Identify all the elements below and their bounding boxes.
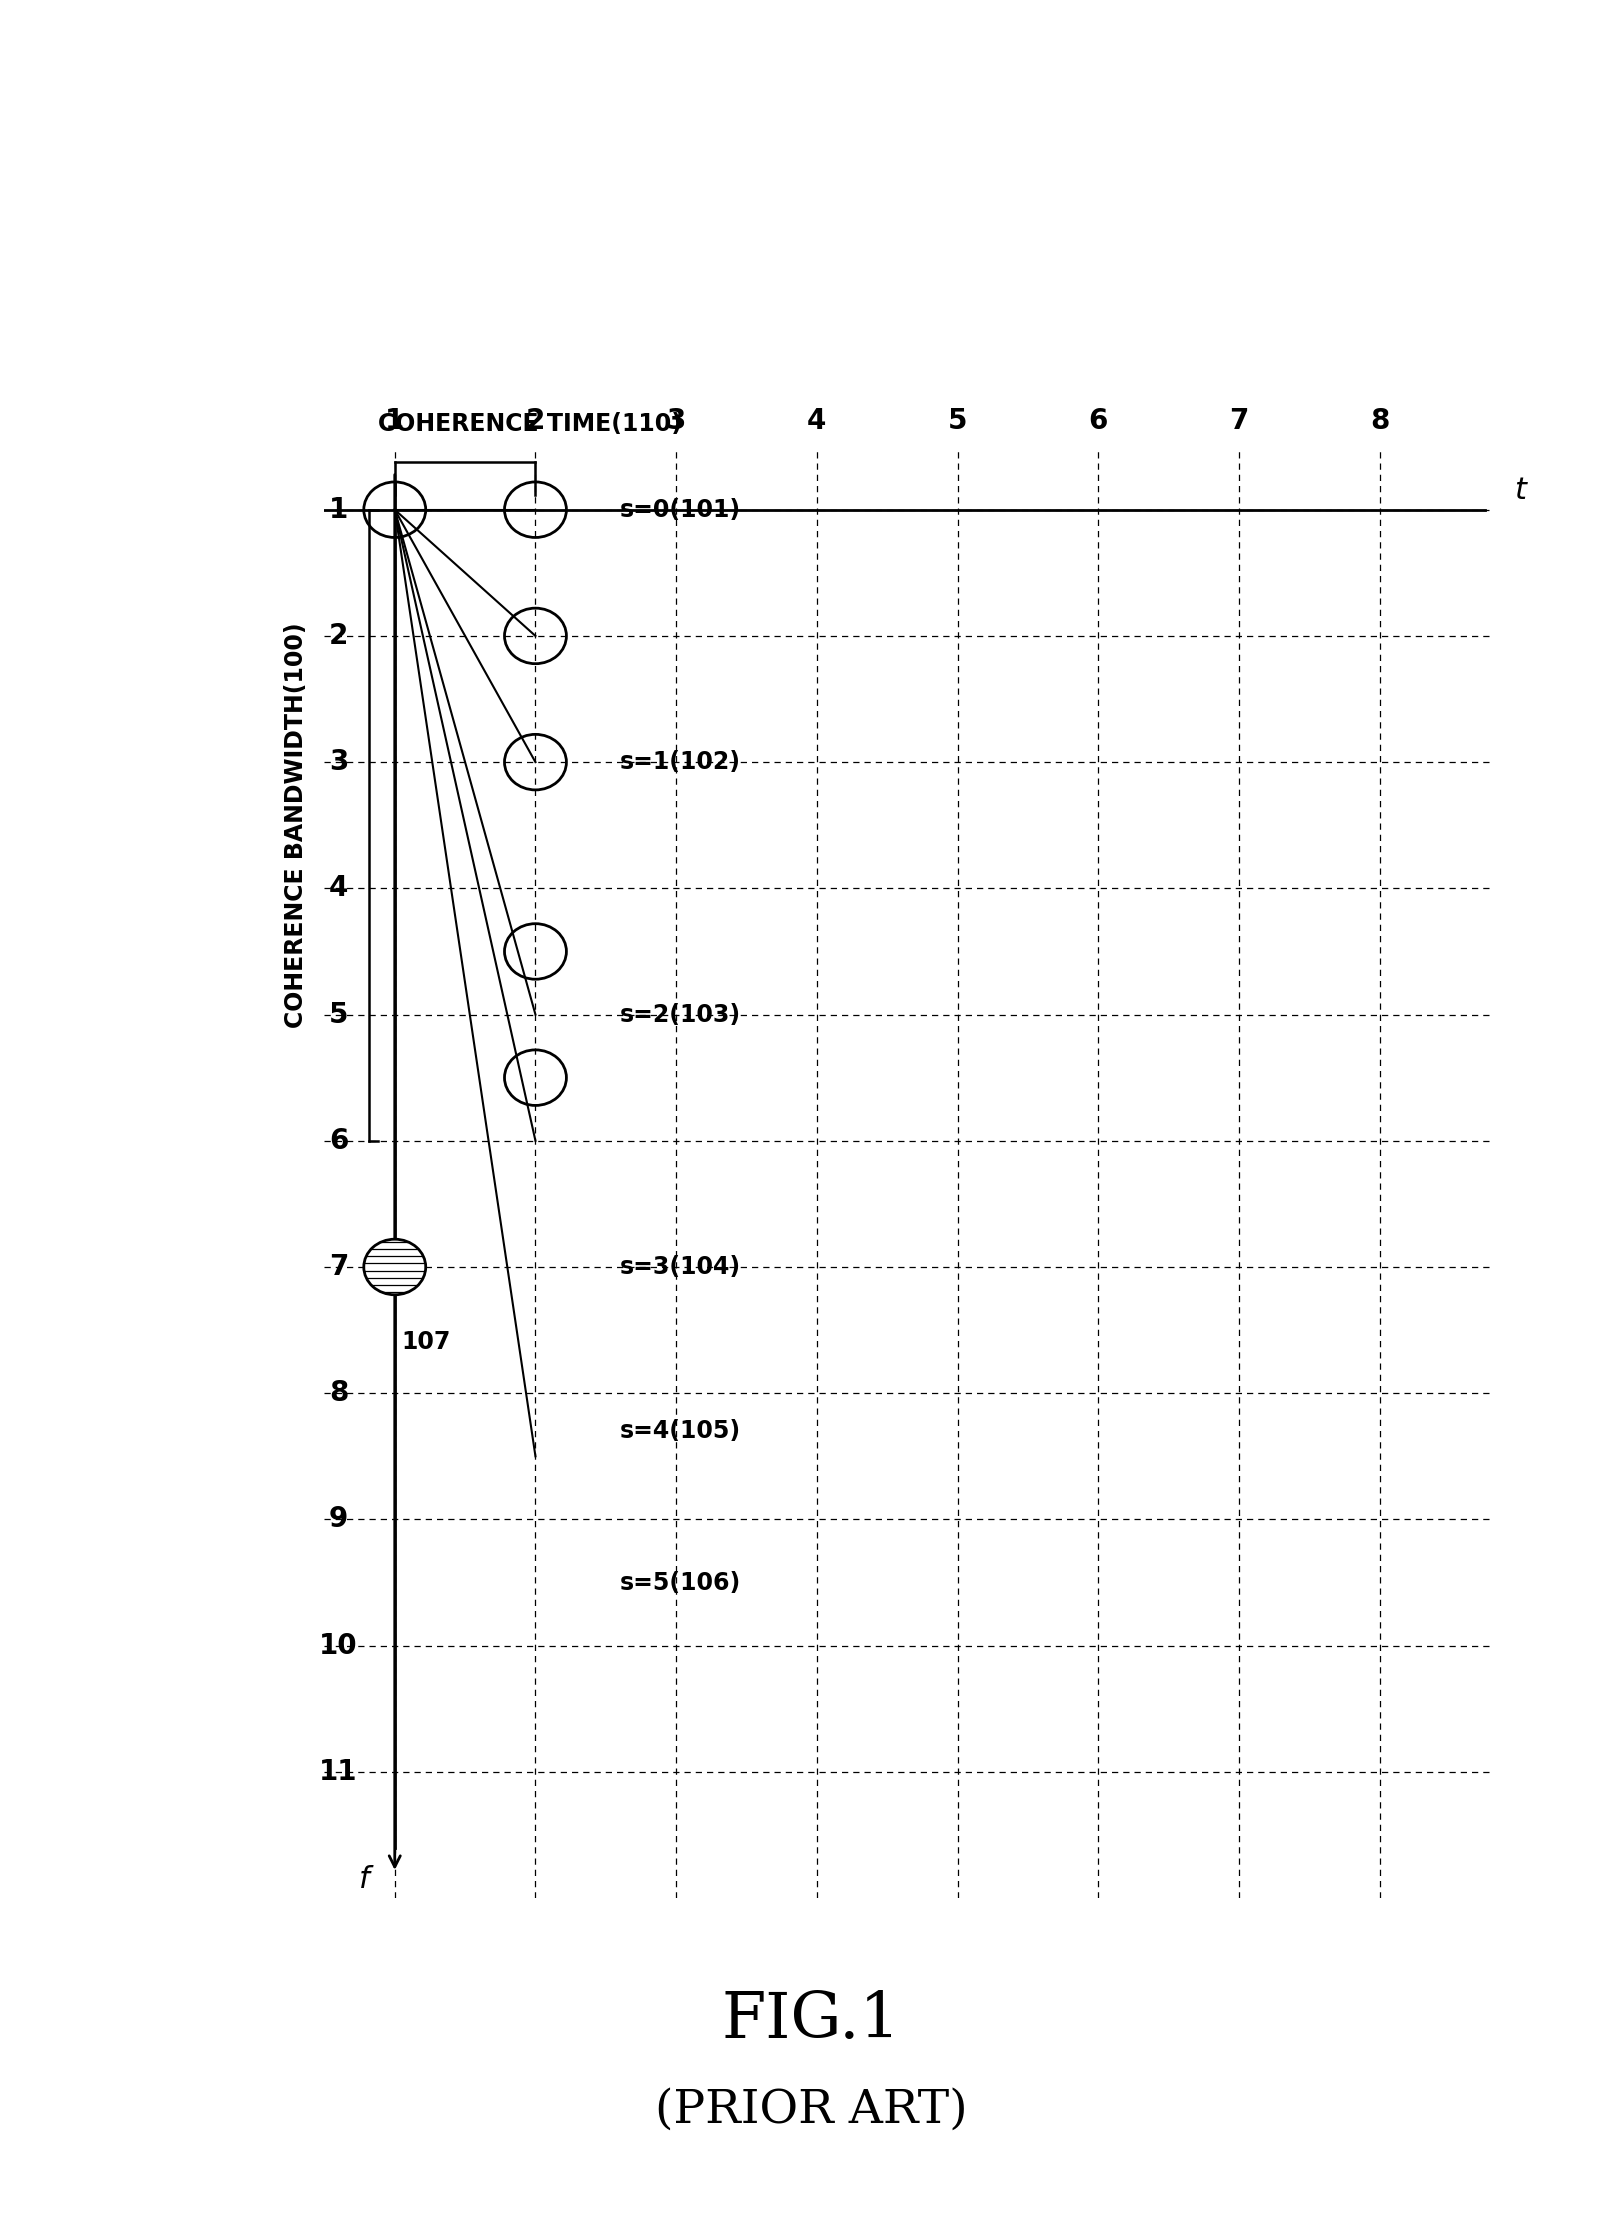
Text: COHERENCE BANDWIDTH(100): COHERENCE BANDWIDTH(100) [284,623,308,1027]
Text: 107: 107 [402,1331,451,1353]
Text: (PRIOR ART): (PRIOR ART) [655,2088,967,2133]
Text: 5: 5 [329,1000,349,1029]
Text: s=5(106): s=5(106) [620,1570,741,1594]
Text: s=3(104): s=3(104) [620,1255,741,1280]
Text: 10: 10 [320,1632,358,1659]
Text: 8: 8 [1371,406,1390,435]
Text: 4: 4 [808,406,827,435]
Text: s=1(102): s=1(102) [620,750,741,775]
Text: 8: 8 [329,1380,349,1407]
Text: 9: 9 [329,1505,349,1534]
Circle shape [363,1239,425,1295]
Text: 7: 7 [1229,406,1249,435]
Text: FIG.1: FIG.1 [722,1990,900,2052]
Text: 7: 7 [329,1253,349,1282]
Text: s=2(103): s=2(103) [620,1003,741,1027]
Text: 3: 3 [667,406,686,435]
Text: 4: 4 [329,875,349,902]
Text: 11: 11 [320,1757,358,1786]
Text: 5: 5 [947,406,967,435]
Text: 6: 6 [1088,406,1108,435]
Text: 2: 2 [329,623,349,650]
Text: COHERENCE TIME(110): COHERENCE TIME(110) [378,411,681,435]
Text: 1: 1 [384,406,404,435]
Text: 1: 1 [329,496,349,525]
Text: s=0(101): s=0(101) [620,498,741,523]
Text: s=4(105): s=4(105) [620,1418,741,1443]
Text: f: f [358,1865,370,1894]
Text: t: t [1515,476,1526,505]
Text: 3: 3 [329,748,349,777]
Text: 6: 6 [329,1128,349,1154]
Text: 2: 2 [526,406,545,435]
